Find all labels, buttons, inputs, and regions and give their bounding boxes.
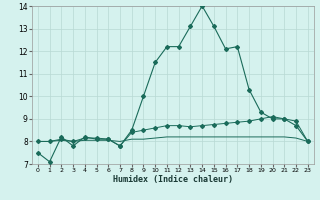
X-axis label: Humidex (Indice chaleur): Humidex (Indice chaleur) <box>113 175 233 184</box>
